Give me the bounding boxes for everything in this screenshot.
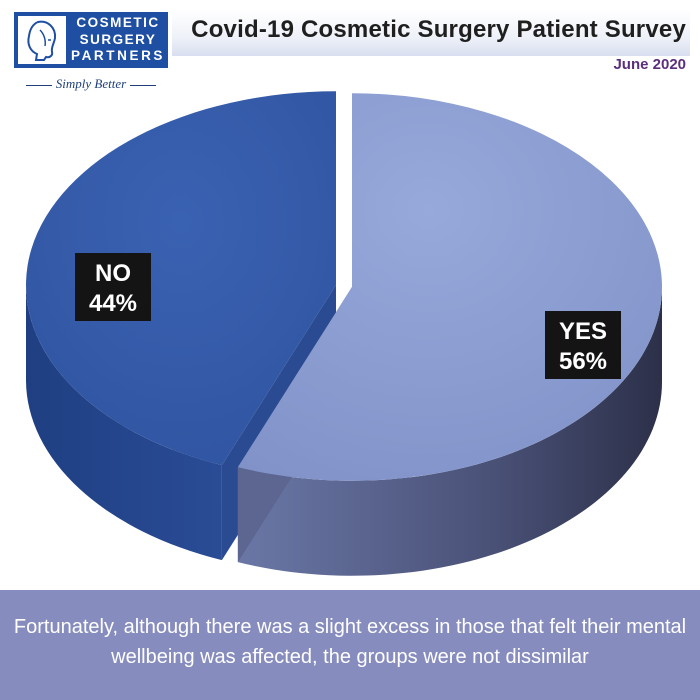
slice-side-yes xyxy=(237,287,662,576)
slice-top-no xyxy=(25,91,337,466)
slice-label-yes: YES 56% xyxy=(545,311,621,379)
slice-value-no: 44% xyxy=(89,290,137,317)
footer-banner: Fortunately, although there was a slight… xyxy=(0,590,700,700)
tagline: Simply Better xyxy=(14,76,168,92)
slice-top-yes xyxy=(237,93,662,481)
logo-line-1: COSMETIC xyxy=(76,15,160,30)
label-box-yes xyxy=(545,311,621,379)
logo-line-3: PARTNERS xyxy=(70,48,166,63)
slice-value-yes: 56% xyxy=(559,348,607,375)
pie-slice-yes xyxy=(237,93,662,576)
logo-line-2: SURGERY xyxy=(79,31,157,47)
woman-face-profile-icon xyxy=(18,16,66,64)
footer-text: Fortunately, although there was a slight… xyxy=(13,616,687,668)
slice-category-no: NO xyxy=(95,260,131,287)
title-bar xyxy=(172,10,690,56)
pie-chart: NO 44% YES 56% xyxy=(25,91,662,576)
brand-logo: COSMETIC SURGERY PARTNERS Simply Better xyxy=(14,12,168,92)
chart-title: Covid-19 Cosmetic Surgery Patient Survey xyxy=(191,16,686,43)
chart-subtitle: June 2020 xyxy=(613,56,686,73)
logo-box: COSMETIC SURGERY PARTNERS xyxy=(14,12,168,68)
tagline-text: Simply Better xyxy=(55,76,127,91)
slice-category-yes: YES xyxy=(559,318,607,345)
label-box-no xyxy=(75,253,151,321)
slice-side-no xyxy=(26,285,222,561)
slice-label-no: NO 44% xyxy=(75,253,151,321)
